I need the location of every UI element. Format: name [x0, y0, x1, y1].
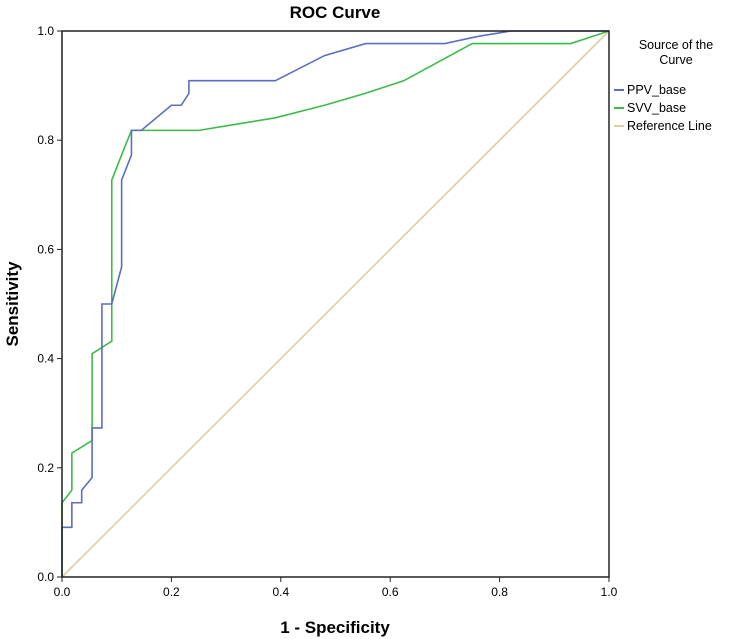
y-tick-label: 0.4: [37, 352, 54, 366]
legend-label: SVV_base: [627, 101, 686, 115]
x-tick-label: 0.8: [491, 585, 508, 599]
chart-title: ROC Curve: [290, 3, 381, 22]
series-line-ppv-base: [61, 30, 609, 577]
x-tick-label: 0.0: [54, 585, 71, 599]
legend-title-line1: Source of the: [639, 38, 713, 52]
legend-title-line2: Curve: [659, 53, 692, 67]
series-line-svv-base: [61, 30, 610, 577]
series-line-reference-line: [61, 30, 610, 578]
x-tick-label: 0.4: [272, 585, 289, 599]
y-tick-label: 0.8: [37, 133, 54, 147]
y-axis-label: Sensitivity: [3, 261, 22, 347]
y-tick-label: 0.6: [37, 242, 54, 256]
y-tick-label: 0.0: [37, 570, 54, 584]
plot-frame: [61, 30, 610, 578]
y-tick-label: 1.0: [37, 24, 54, 38]
y-tick-label: 0.2: [37, 461, 54, 475]
x-tick-label: 1.0: [601, 585, 618, 599]
x-tick-label: 0.6: [382, 585, 399, 599]
legend-label: PPV_base: [627, 83, 686, 97]
legend-label: Reference Line: [627, 119, 712, 133]
x-tick-label: 0.2: [163, 585, 180, 599]
x-axis-label: 1 - Specificity: [280, 618, 390, 637]
